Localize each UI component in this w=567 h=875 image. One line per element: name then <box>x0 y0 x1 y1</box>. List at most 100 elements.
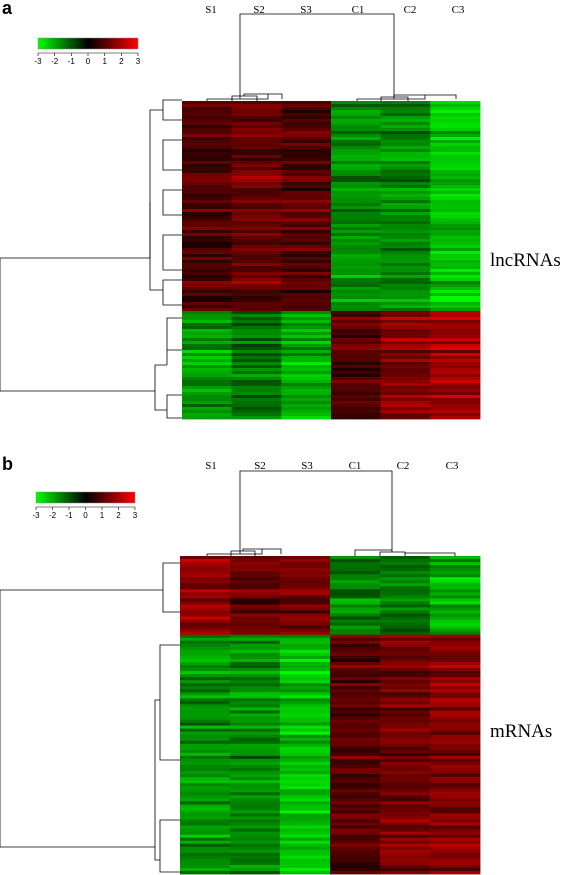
heatmap-cell <box>230 749 281 754</box>
heatmap-cell <box>231 416 282 420</box>
heatmap-cell <box>380 625 431 630</box>
heatmap-cell <box>380 260 431 264</box>
color-key-tick-label: 1 <box>100 511 105 520</box>
heatmap-cell <box>380 710 431 714</box>
heatmap-cell <box>180 819 231 823</box>
heatmap-cell <box>380 780 431 784</box>
heatmap-cell <box>380 251 431 255</box>
heatmap-cell <box>380 849 431 854</box>
heatmap-cell <box>331 314 382 318</box>
heatmap-cell <box>330 698 381 702</box>
heatmap-cell <box>182 308 233 312</box>
heatmap-cell <box>180 568 231 572</box>
heatmap-cell <box>430 239 481 243</box>
heatmap-cell <box>230 598 281 602</box>
heatmap-cell <box>330 789 381 793</box>
heatmap-cell <box>430 870 481 875</box>
heatmap-cell <box>430 774 481 778</box>
heatmap-cell <box>182 287 233 291</box>
heatmap-cell <box>430 275 481 279</box>
heatmap-cell <box>182 101 233 105</box>
color-key-a: -3 -2 -1 0 1 2 3 <box>34 37 141 66</box>
heatmap-cell <box>380 164 431 168</box>
heatmap-cell <box>380 416 431 420</box>
heatmap-cell <box>231 131 282 135</box>
heatmap-cell <box>231 251 282 255</box>
heatmap-cell <box>380 692 431 696</box>
heatmap-cell <box>281 113 332 117</box>
heatmap-cell <box>182 356 233 360</box>
heatmap-cell <box>182 176 233 180</box>
heatmap-cell <box>230 834 281 839</box>
heatmap-cell <box>430 281 481 285</box>
heatmap-cell <box>182 365 233 369</box>
heatmap-cell <box>430 359 481 363</box>
heatmap-cell <box>330 680 381 684</box>
heatmap-cell <box>180 586 231 590</box>
heatmap-cell <box>380 595 431 599</box>
heatmap-cell <box>430 746 481 751</box>
heatmap-cell <box>281 281 332 285</box>
heatmap-cell <box>180 870 231 875</box>
heatmap-cell <box>430 734 481 739</box>
color-key-tick-label: -1 <box>65 511 73 520</box>
heatmap-cell <box>331 290 382 294</box>
heatmap-cell <box>430 323 481 327</box>
heatmap-cell <box>331 188 382 192</box>
heatmap-cell <box>380 281 431 285</box>
heatmap-cell <box>182 245 233 249</box>
panel-a: a S1 S2 S3 C1 C2 C3 -3 -2 -1 0 1 2 3 <box>0 0 561 420</box>
heatmap-cell <box>380 197 431 201</box>
heatmap-cell <box>430 245 481 249</box>
heatmap-cell <box>330 649 381 654</box>
heatmap-cell <box>180 695 231 699</box>
heatmap-cell <box>180 677 231 681</box>
heatmap-cell <box>380 613 431 617</box>
heatmap-cell <box>182 371 233 375</box>
heatmap-cell <box>230 628 281 633</box>
heatmap-cell <box>330 834 381 839</box>
column-label-c1: C1 <box>352 4 365 16</box>
heatmap-cell <box>330 671 381 675</box>
heatmap-cell <box>280 680 331 684</box>
heatmap-cell <box>430 628 481 633</box>
heatmap-cell <box>331 242 382 246</box>
heatmap-cell <box>430 674 481 678</box>
heatmap-cell <box>280 764 331 769</box>
heatmap-cell <box>380 134 431 138</box>
heatmap-cell <box>230 771 281 775</box>
heatmap-cell <box>231 272 282 276</box>
heatmap-cell <box>280 592 331 596</box>
heatmap-cell <box>330 870 381 875</box>
heatmap-cell <box>380 792 431 796</box>
heatmap-cell <box>380 362 431 366</box>
heatmap-cell <box>380 359 431 363</box>
heatmap-cell <box>331 170 382 174</box>
heatmap-cell <box>280 768 331 772</box>
heatmap-cell <box>180 683 231 687</box>
panel-b: b S1 S2 S3 C1 C2 C3 -3 -2 -1 0 1 2 3 mRN <box>0 454 552 875</box>
heatmap-cell <box>380 695 431 699</box>
heatmap-cell <box>230 819 281 823</box>
heatmap-cell <box>280 613 331 617</box>
heatmap-cell <box>330 867 381 872</box>
heatmap-cell <box>330 819 381 823</box>
heatmap-cell <box>281 164 332 168</box>
heatmap-cell <box>182 230 233 234</box>
heatmap-cell <box>230 583 281 587</box>
heatmap-cell <box>180 628 231 633</box>
heatmap-cell <box>280 867 331 872</box>
heatmap-cell <box>430 816 481 820</box>
heatmap-cell <box>182 368 233 372</box>
column-label-s2: S2 <box>253 4 265 16</box>
heatmap-cell <box>230 728 281 733</box>
heatmap-cell <box>230 562 281 566</box>
heatmap-cell <box>180 692 231 696</box>
heatmap-cell <box>380 680 431 684</box>
heatmap-cell <box>231 365 282 369</box>
heatmap-cell <box>231 299 282 303</box>
heatmap-cell <box>182 338 233 342</box>
heatmap-cell <box>231 407 282 411</box>
heatmap-cell <box>281 332 332 336</box>
heatmap-cell <box>380 320 431 324</box>
